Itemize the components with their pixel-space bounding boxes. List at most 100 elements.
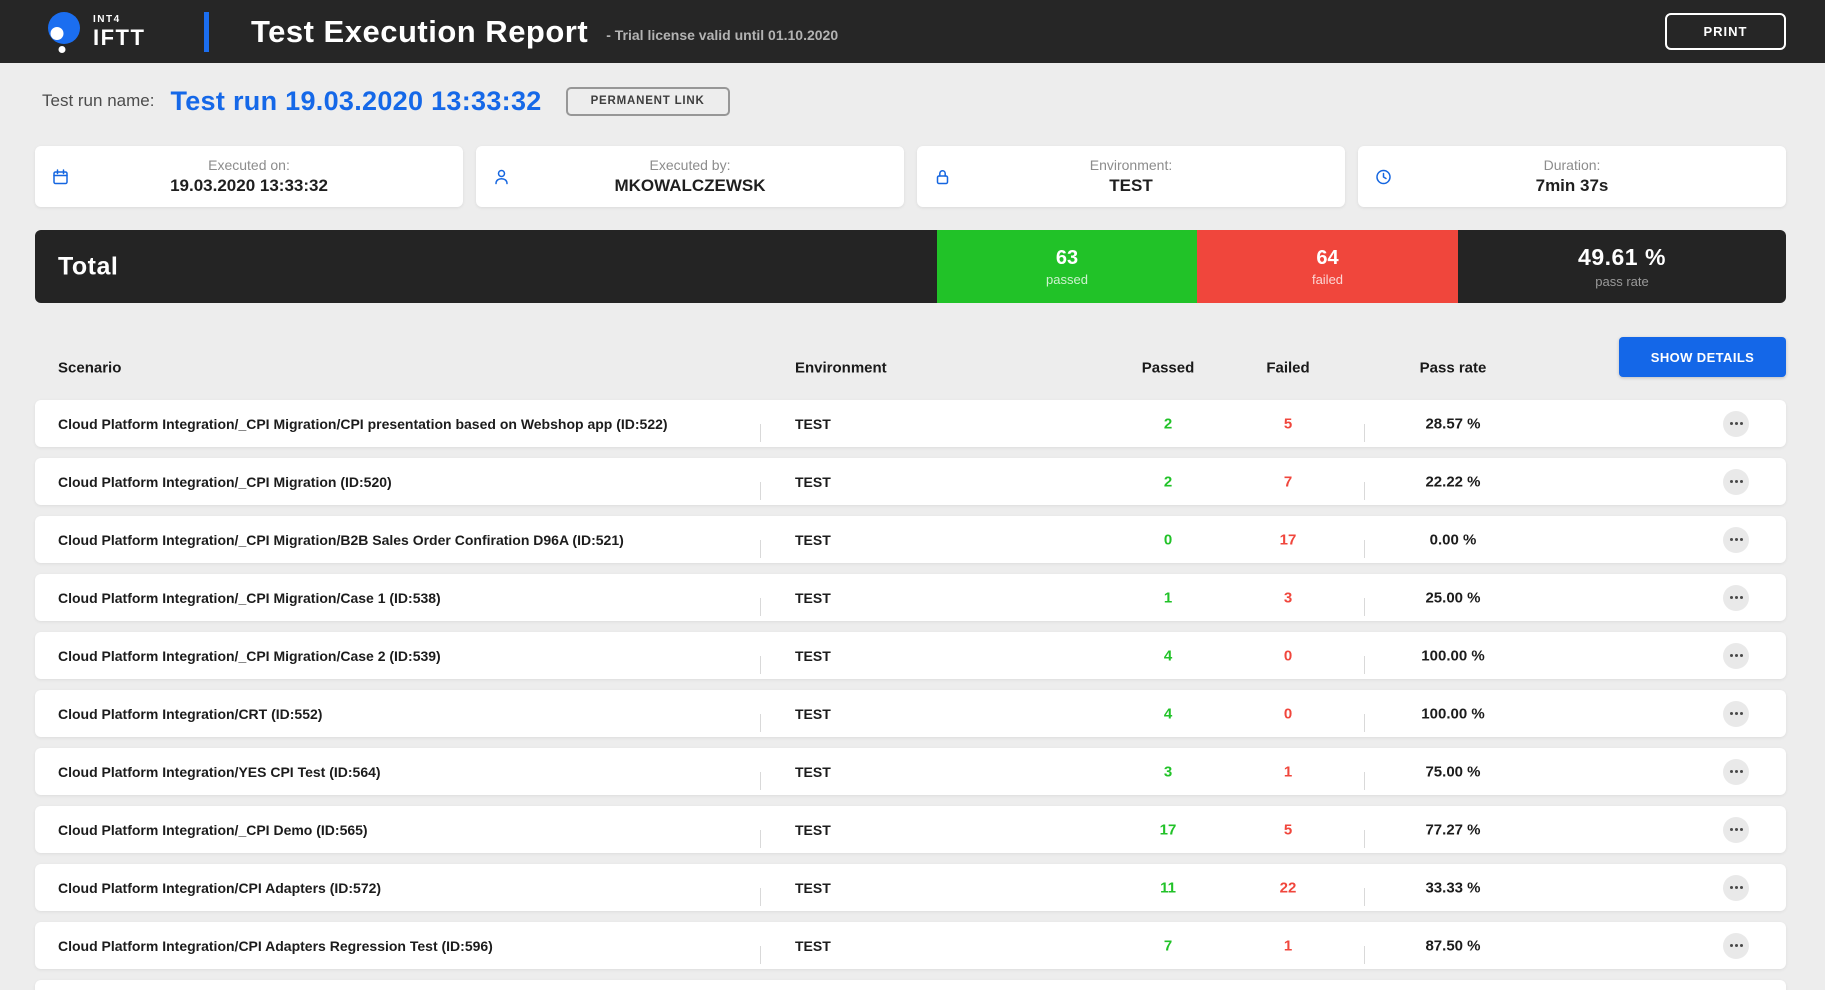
row-scenario-name: Cloud Platform Integration/CPI Adapters … [58,879,382,896]
row-scenario-name: Cloud Platform Integration/_CPI Migratio… [58,473,392,490]
card-executed-on: Executed on: 19.03.2020 13:33:32 [35,146,463,207]
card-label: Duration: [1543,157,1601,173]
row-pass-rate: 87.50 % [1425,937,1481,954]
table-row: Cloud Platform Integration/_CPI Demo (ID… [35,806,1786,853]
row-more-actions-button[interactable] [1723,816,1749,843]
row-passed-count: 7 [1163,937,1173,954]
row-environment: TEST [795,415,831,432]
permanent-link-button[interactable]: PERMANENT LINK [565,86,730,116]
column-divider [1364,887,1365,906]
row-environment: TEST [795,879,831,896]
row-failed-count: 5 [1283,415,1293,432]
row-passed-count: 1 [1163,589,1173,606]
column-divider [760,597,761,616]
card-duration: Duration: 7min 37s [1358,146,1786,207]
table-row: Cloud Platform Integration/_CPI Migratio… [35,574,1786,621]
row-environment: TEST [795,473,831,490]
brand-logo: INT4 IFTT [44,9,145,55]
row-passed-count: 0 [1163,531,1173,548]
card-value: TEST [1109,176,1153,195]
table-row: Cloud Platform Integration/_CPI Migratio… [35,516,1786,563]
total-failed-count: 64 [1316,246,1339,269]
row-passed-count: 17 [1159,821,1177,838]
row-environment: TEST [795,937,831,954]
row-more-actions-button[interactable] [1723,468,1749,495]
row-failed-count: 5 [1283,821,1293,838]
header-pass-rate: Pass rate [1419,359,1487,377]
table-row: Cloud Platform Integration/_CPI Migratio… [35,400,1786,447]
print-button[interactable]: PRINT [1665,13,1786,50]
row-failed-count: 3 [1283,589,1293,606]
table-rows: Cloud Platform Integration/_CPI Migratio… [35,400,1786,969]
row-scenario-name: Cloud Platform Integration/_CPI Migratio… [58,647,441,664]
user-icon [495,169,508,184]
card-executed-by: Executed by: MKOWALCZEWSK [476,146,904,207]
header-failed: Failed [1266,359,1310,377]
row-environment: TEST [795,821,831,838]
row-pass-rate: 22.22 % [1425,473,1481,490]
page-title-group: Test Execution Report - Trial license va… [251,0,838,63]
column-divider [760,655,761,674]
header-environment: Environment [795,359,887,377]
row-environment: TEST [795,763,831,780]
row-passed-count: 4 [1163,647,1173,664]
table-row: Cloud Platform Integration/CPI Adapters … [35,922,1786,969]
row-pass-rate: 100.00 % [1421,647,1485,664]
total-passed-segment: 63 passed [937,230,1197,303]
row-more-actions-button[interactable] [1723,410,1749,437]
run-name-label: Test run name: [42,91,155,110]
row-failed-count: 1 [1283,763,1293,780]
show-details-button[interactable]: SHOW DETAILS [1619,337,1786,377]
table-row: Cloud Platform Integration/CPI Adapters … [35,864,1786,911]
column-divider [760,713,761,732]
table-row: Cloud Platform Integration/_CPI Migratio… [35,632,1786,679]
total-pass-rate-value: 49.61 % [1578,244,1666,270]
column-divider [760,829,761,848]
row-pass-rate: 100.00 % [1421,705,1485,722]
column-divider [760,423,761,442]
calendar-icon [53,168,68,184]
row-environment: TEST [795,647,831,664]
row-scenario-name: Cloud Platform Integration/CPI Adapters … [58,937,493,954]
total-pass-rate-label: pass rate [1595,274,1649,289]
row-more-actions-button[interactable] [1723,758,1749,785]
totals-summary-bar: Total 63 passed 64 failed 49.61 % pass r… [35,230,1786,303]
row-more-actions-button[interactable] [1723,526,1749,553]
column-divider [1364,539,1365,558]
row-passed-count: 11 [1160,879,1176,896]
card-label: Executed by: [649,157,731,173]
header-scenario: Scenario [58,359,122,377]
total-failed-segment: 64 failed [1197,230,1458,303]
row-more-actions-button[interactable] [1723,584,1749,611]
row-scenario-name: Cloud Platform Integration/YES CPI Test … [58,763,381,780]
total-pass-rate-segment: 49.61 % pass rate [1458,230,1786,303]
row-pass-rate: 0.00 % [1429,531,1477,548]
header-passed: Passed [1141,359,1195,377]
row-scenario-name: Cloud Platform Integration/_CPI Migratio… [58,415,668,432]
brand-text: INT4 IFTT [93,15,145,49]
totals-label: Total [58,252,119,280]
card-label: Environment: [1089,157,1173,173]
card-label: Executed on: [208,157,290,173]
row-failed-count: 17 [1279,531,1297,548]
column-divider [760,539,761,558]
row-failed-count: 22 [1279,879,1297,896]
card-environment: Environment: TEST [917,146,1345,207]
column-divider [760,945,761,964]
total-failed-label: failed [1311,271,1344,287]
column-divider [760,887,761,906]
row-more-actions-button[interactable] [1723,874,1749,901]
table-row: Cloud Platform Integration/YES CPI Test … [35,748,1786,795]
table-header: Scenario Environment Passed Failed Pass … [35,352,1786,384]
header-divider [204,12,209,52]
table-row: Cloud Platform Integration/CRT (ID:552) … [35,690,1786,737]
row-more-actions-button[interactable] [1723,642,1749,669]
column-divider [1364,597,1365,616]
total-passed-label: passed [1046,271,1088,287]
row-more-actions-button[interactable] [1723,700,1749,727]
row-passed-count: 2 [1163,415,1173,432]
total-passed-count: 63 [1055,246,1079,269]
row-scenario-name: Cloud Platform Integration/CRT (ID:552) [58,705,323,722]
row-more-actions-button[interactable] [1723,932,1749,959]
brand-name-large: IFTT [93,25,146,50]
